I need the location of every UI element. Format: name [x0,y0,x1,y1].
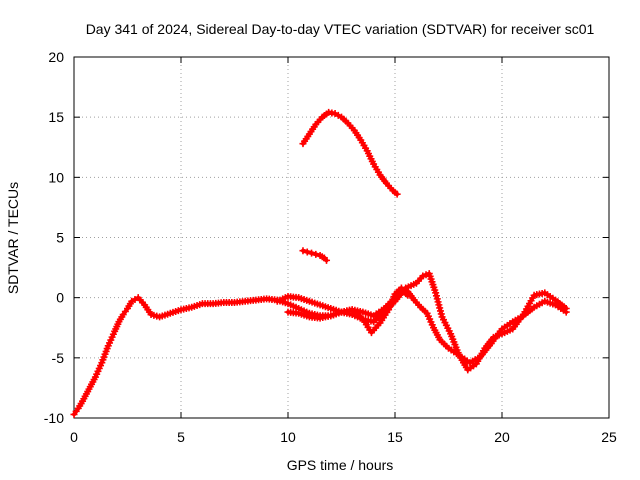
chart-title: Day 341 of 2024, Sidereal Day-to-day VTE… [86,21,595,37]
data-point [419,272,427,280]
y-tick-label: 5 [56,230,64,246]
series-trace [286,286,569,365]
y-tick-label: 0 [56,290,64,306]
data-point [303,248,311,256]
x-axis-label: GPS time / hours [287,457,394,473]
y-tick-label: 20 [48,49,64,65]
data-point [422,271,430,279]
series-main-trace-c [273,270,570,374]
data-point [393,190,401,198]
y-tick-label: 15 [48,109,64,125]
data-marks [70,108,570,418]
y-axis-label: SDTVAR / TECUs [5,182,21,294]
x-tick-label: 15 [387,429,403,445]
series-short-segment [299,247,331,264]
y-tick-label: -5 [52,350,65,366]
grid-lines [74,57,609,418]
data-point [299,247,307,255]
y-tick-label: -10 [44,410,64,426]
series-main-trace-a [70,286,412,418]
y-axis-ticks: -10 -5 0 5 10 15 20 [44,49,609,426]
data-point [562,304,570,312]
series-trace [275,271,569,372]
x-axis-ticks: 0 5 10 15 20 25 [70,57,617,445]
data-point [323,256,331,264]
x-tick-label: 0 [70,429,78,445]
x-tick-label: 25 [601,429,617,445]
series-main-trace-b [284,284,570,367]
y-tick-label: 10 [48,169,64,185]
series-upper-arc [299,108,401,198]
x-tick-label: 5 [177,429,185,445]
x-tick-label: 20 [494,429,510,445]
data-point [312,250,320,258]
x-tick-label: 10 [280,429,296,445]
data-point [308,249,316,257]
